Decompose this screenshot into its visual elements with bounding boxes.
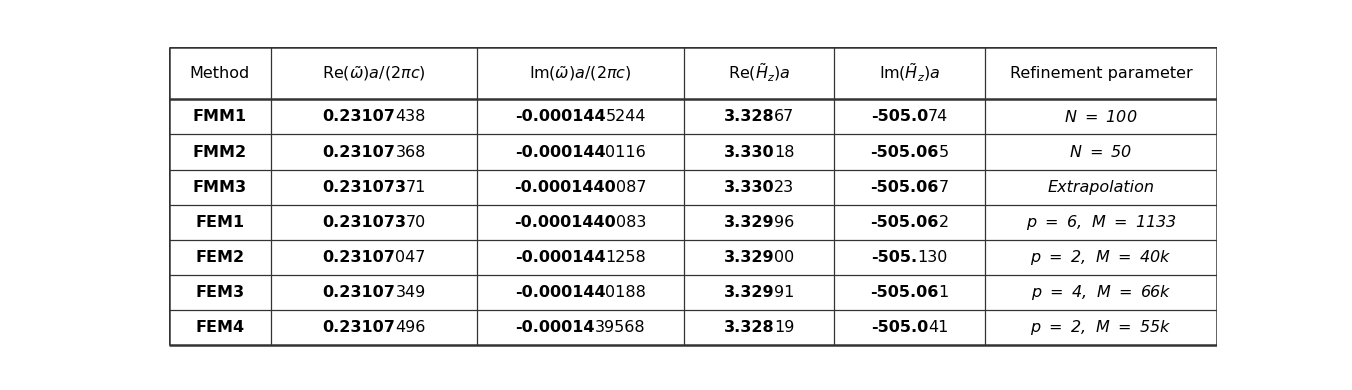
Text: 130: 130 (918, 250, 948, 265)
Text: 3.329: 3.329 (723, 250, 775, 265)
Text: FMM2: FMM2 (193, 145, 247, 160)
Text: -505.06: -505.06 (871, 215, 938, 230)
Text: 0188: 0188 (606, 285, 646, 300)
Text: 0.231073: 0.231073 (322, 180, 406, 195)
Text: -505.06: -505.06 (871, 145, 938, 160)
Text: 3.329: 3.329 (723, 215, 775, 230)
Text: 3.330: 3.330 (723, 145, 775, 160)
Text: -0.0001440: -0.0001440 (514, 180, 617, 195)
Text: 41: 41 (927, 320, 949, 335)
Text: FMM3: FMM3 (193, 180, 247, 195)
Text: 368: 368 (395, 145, 426, 160)
Text: 91: 91 (775, 285, 795, 300)
Text: 7: 7 (938, 180, 949, 195)
Text: 3.329: 3.329 (723, 285, 775, 300)
Text: 3.328: 3.328 (723, 320, 775, 335)
Text: 00: 00 (775, 250, 795, 265)
Text: Extrapolation: Extrapolation (1048, 180, 1155, 195)
Text: 438: 438 (395, 110, 426, 124)
Text: -0.000144: -0.000144 (515, 110, 606, 124)
Text: 5: 5 (938, 145, 949, 160)
Text: $p$ $=$ 2,  $M$ $=$ 40k: $p$ $=$ 2, $M$ $=$ 40k (1030, 248, 1171, 267)
Text: FEM1: FEM1 (196, 215, 245, 230)
Text: $\mathrm{Re}(\tilde{\omega})a/(2\pi c)$: $\mathrm{Re}(\tilde{\omega})a/(2\pi c)$ (322, 64, 426, 83)
Text: 1: 1 (938, 285, 949, 300)
Text: 083: 083 (617, 215, 646, 230)
Text: $N$ $=$ 100: $N$ $=$ 100 (1064, 109, 1137, 125)
Text: 0116: 0116 (606, 145, 646, 160)
Text: 3.330: 3.330 (723, 180, 775, 195)
Text: 0.23107: 0.23107 (323, 285, 396, 300)
Text: 74: 74 (927, 110, 948, 124)
Text: $\mathrm{Im}(\tilde{\omega})a/(2\pi c)$: $\mathrm{Im}(\tilde{\omega})a/(2\pi c)$ (529, 64, 631, 83)
Text: FEM2: FEM2 (196, 250, 245, 265)
Text: $p$ $=$ 4,  $M$ $=$ 66k: $p$ $=$ 4, $M$ $=$ 66k (1030, 283, 1171, 302)
Text: -0.000144: -0.000144 (515, 250, 606, 265)
Text: FMM1: FMM1 (193, 110, 247, 124)
Text: 18: 18 (775, 145, 795, 160)
Text: 1258: 1258 (606, 250, 646, 265)
Text: 23: 23 (775, 180, 795, 195)
Text: -505.0: -505.0 (871, 320, 927, 335)
Text: 96: 96 (775, 215, 795, 230)
Text: $N$ $=$ 50: $N$ $=$ 50 (1069, 144, 1133, 160)
Text: 0.23107: 0.23107 (323, 250, 395, 265)
Text: 0.23107: 0.23107 (323, 145, 395, 160)
Text: Method: Method (189, 66, 250, 81)
Text: 3.328: 3.328 (723, 110, 775, 124)
Text: 349: 349 (396, 285, 426, 300)
Text: 087: 087 (617, 180, 646, 195)
Text: 39568: 39568 (595, 320, 645, 335)
Text: $p$ $=$ 6,  $M$ $=$ 1133: $p$ $=$ 6, $M$ $=$ 1133 (1026, 213, 1176, 232)
Text: -0.0001440: -0.0001440 (514, 215, 617, 230)
Text: -505.06: -505.06 (871, 285, 938, 300)
Text: FEM3: FEM3 (196, 285, 245, 300)
Text: -505.06: -505.06 (871, 180, 938, 195)
Text: $p$ $=$ 2,  $M$ $=$ 55k: $p$ $=$ 2, $M$ $=$ 55k (1030, 318, 1171, 337)
Text: -0.000144: -0.000144 (515, 285, 606, 300)
Text: 0.231073: 0.231073 (322, 215, 406, 230)
Text: $\mathrm{Re}(\tilde{H}_z)a$: $\mathrm{Re}(\tilde{H}_z)a$ (727, 62, 791, 84)
Text: FEM4: FEM4 (196, 320, 245, 335)
Text: Refinement parameter: Refinement parameter (1010, 66, 1192, 81)
Text: 2: 2 (938, 215, 949, 230)
Text: 5244: 5244 (606, 110, 646, 124)
Text: 0.23107: 0.23107 (323, 110, 395, 124)
Text: 0.23107: 0.23107 (323, 320, 395, 335)
Text: -505.: -505. (872, 250, 918, 265)
Text: 71: 71 (406, 180, 426, 195)
Text: -505.0: -505.0 (871, 110, 927, 124)
Text: -0.00014: -0.00014 (515, 320, 595, 335)
Text: 67: 67 (775, 110, 795, 124)
Text: 70: 70 (406, 215, 426, 230)
Text: 19: 19 (775, 320, 795, 335)
Text: 496: 496 (395, 320, 426, 335)
Text: $\mathrm{Im}(\tilde{H}_z)a$: $\mathrm{Im}(\tilde{H}_z)a$ (879, 62, 941, 84)
Text: -0.000144: -0.000144 (515, 145, 606, 160)
Text: 047: 047 (395, 250, 426, 265)
